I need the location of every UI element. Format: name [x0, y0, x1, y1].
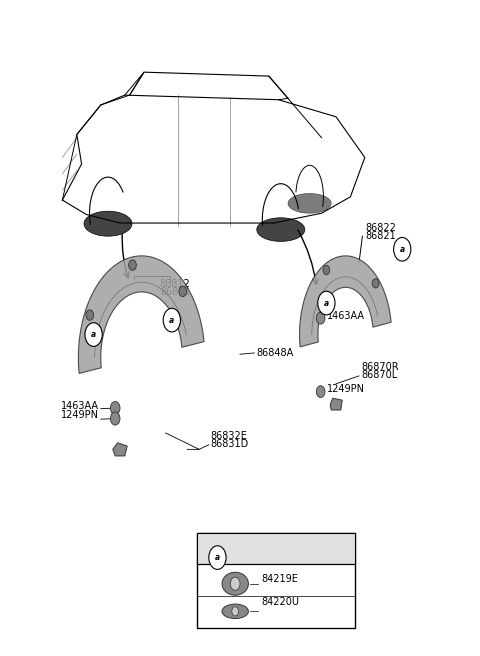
Circle shape	[129, 260, 136, 270]
Text: 84219E: 84219E	[262, 573, 299, 584]
Text: a: a	[324, 298, 329, 308]
Circle shape	[85, 323, 102, 346]
Circle shape	[318, 291, 335, 315]
FancyBboxPatch shape	[197, 533, 355, 628]
Text: 1463AA: 1463AA	[61, 401, 99, 411]
Circle shape	[179, 286, 187, 297]
Text: 86832E: 86832E	[210, 431, 247, 441]
Text: 1249PN: 1249PN	[327, 384, 365, 394]
Circle shape	[110, 401, 120, 415]
Polygon shape	[78, 256, 204, 373]
Ellipse shape	[257, 218, 305, 241]
Text: 86821: 86821	[366, 231, 396, 241]
Text: a: a	[91, 330, 96, 339]
Text: 1463AA: 1463AA	[327, 312, 365, 321]
Text: 1249PN: 1249PN	[61, 410, 99, 420]
Ellipse shape	[84, 211, 132, 236]
Text: a: a	[215, 553, 220, 562]
Circle shape	[394, 237, 411, 261]
Text: 86812: 86812	[160, 279, 191, 289]
Circle shape	[316, 386, 325, 398]
Text: 86870R: 86870R	[361, 362, 398, 372]
Circle shape	[86, 310, 94, 320]
FancyBboxPatch shape	[197, 533, 355, 564]
Ellipse shape	[288, 194, 331, 213]
Text: 86848A: 86848A	[257, 348, 294, 358]
Text: 86831D: 86831D	[210, 439, 249, 449]
Polygon shape	[330, 398, 342, 410]
Circle shape	[232, 607, 239, 616]
Ellipse shape	[222, 572, 249, 595]
Circle shape	[110, 412, 120, 425]
Circle shape	[323, 266, 330, 275]
Text: 86822: 86822	[366, 223, 396, 233]
Polygon shape	[113, 443, 127, 456]
Circle shape	[163, 308, 180, 332]
Text: 86811: 86811	[160, 287, 191, 297]
Circle shape	[372, 279, 379, 288]
Text: a: a	[400, 245, 405, 254]
Text: 86870L: 86870L	[361, 371, 397, 380]
Text: 84220U: 84220U	[262, 597, 300, 607]
Polygon shape	[300, 256, 391, 347]
Circle shape	[209, 546, 226, 569]
Circle shape	[230, 577, 240, 590]
Text: a: a	[169, 316, 174, 325]
Circle shape	[316, 312, 325, 324]
Ellipse shape	[222, 604, 249, 619]
